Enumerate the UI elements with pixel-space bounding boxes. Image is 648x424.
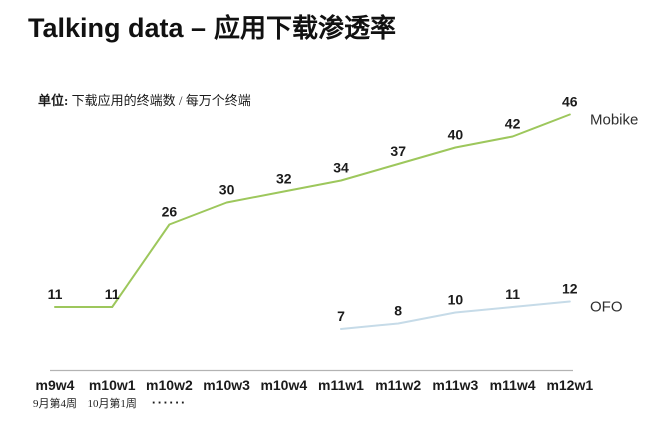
data-label-ofo-m11w2: 8 — [394, 303, 402, 319]
page-title-zh: 应用下载渗透率 — [214, 14, 397, 43]
data-label-mobike-m11w1: 34 — [333, 160, 349, 176]
x-tick-label-m10w3: m10w3 — [203, 377, 250, 393]
data-label-mobike-m10w4: 32 — [276, 171, 292, 187]
data-label-ofo-m11w4: 11 — [505, 286, 520, 302]
x-sub-label: 9月第4周 — [33, 396, 77, 410]
data-label-mobike-m10w2: 26 — [162, 204, 178, 220]
data-label-ofo-m12w1: 12 — [562, 281, 578, 297]
data-label-mobike-m11w3: 40 — [448, 127, 464, 143]
data-label-mobike-m10w1: 11 — [105, 286, 120, 302]
x-tick-label-m10w4: m10w4 — [260, 377, 307, 393]
data-label-mobike-m12w1: 46 — [562, 94, 578, 110]
page-title-en: Talking data – — [28, 13, 207, 43]
series-label-mobike: Mobike — [590, 112, 638, 129]
data-label-mobike-m10w3: 30 — [219, 182, 235, 198]
data-label-mobike-m9w4: 11 — [48, 286, 63, 302]
x-tick-label-m9w4: m9w4 — [36, 377, 75, 393]
page-title: Talking data – 应用下载渗透率 — [28, 8, 396, 45]
series-label-ofo: OFO — [590, 299, 623, 316]
x-tick-label-m12w1: m12w1 — [546, 377, 593, 393]
data-label-ofo-m11w3: 10 — [448, 292, 464, 308]
unit-label-prefix: 单位: — [38, 93, 69, 108]
data-label-ofo-m11w1: 7 — [337, 308, 345, 324]
data-label-mobike-m11w2: 37 — [390, 143, 406, 159]
x-tick-label-m11w3: m11w3 — [432, 377, 478, 393]
series-line-ofo — [340, 300, 571, 330]
unit-label: 单位: 下载应用的终端数 / 每万个终端 — [38, 92, 266, 110]
data-label-mobike-m11w4: 42 — [505, 116, 521, 132]
x-tick-label-m10w1: m10w1 — [89, 377, 136, 393]
x-tick-label-m11w4: m11w4 — [490, 377, 536, 393]
series-line-mobike — [54, 113, 571, 308]
x-tick-label-m10w2: m10w2 — [146, 377, 193, 393]
x-sub-label: ······ — [152, 395, 187, 410]
x-sub-label: 10月第1周 — [87, 396, 137, 410]
x-tick-label-m11w2: m11w2 — [375, 377, 421, 393]
x-tick-label-m11w1: m11w1 — [318, 377, 364, 393]
unit-label-text: 下载应用的终端数 / 每万个终端 — [71, 93, 251, 108]
